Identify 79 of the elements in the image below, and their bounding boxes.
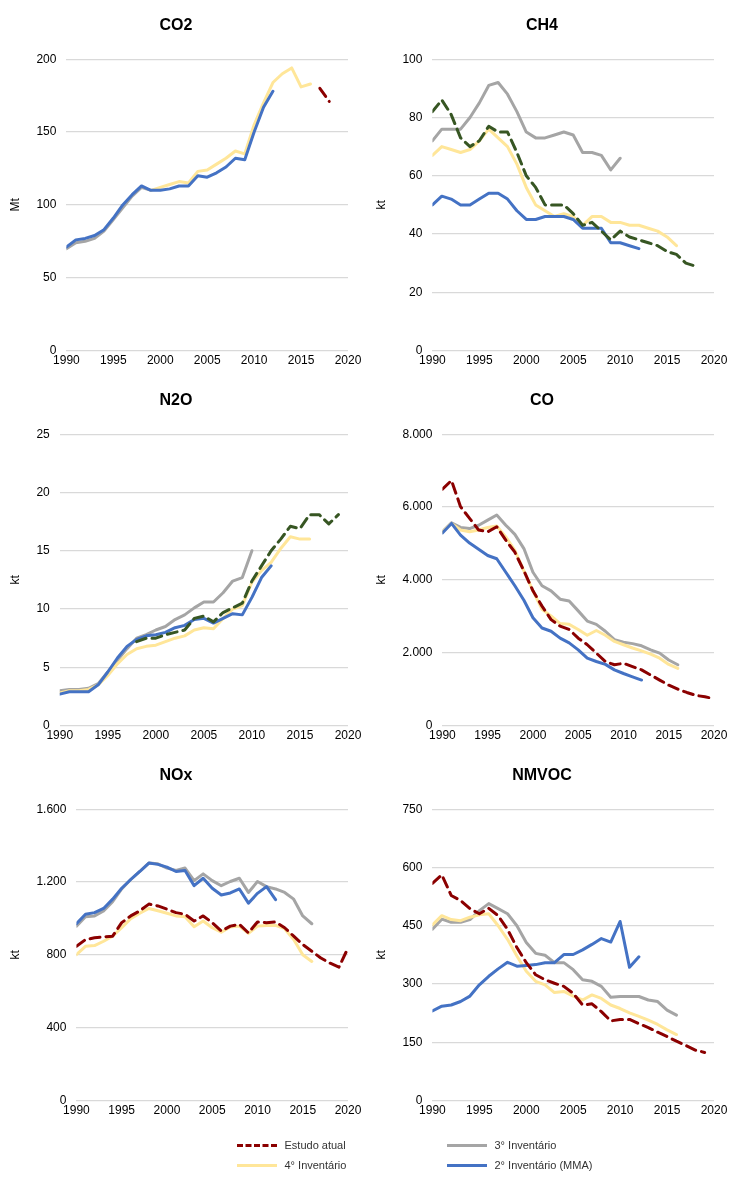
y-tick-label: 20 bbox=[36, 484, 51, 499]
x-tick-label: 2020 bbox=[334, 728, 362, 743]
x-tick-label: 2000 bbox=[153, 1103, 181, 1118]
y-tick-label: 60 bbox=[409, 168, 423, 183]
y-axis-title: kt bbox=[7, 574, 22, 585]
y-tick-label: 5 bbox=[43, 659, 51, 674]
y-tick-label: 400 bbox=[46, 1020, 67, 1035]
x-tick-label: 2005 bbox=[559, 1103, 587, 1118]
x-tick-label: 2000 bbox=[519, 728, 547, 743]
chart-title: NMVOC bbox=[512, 766, 573, 784]
x-tick-label: 2005 bbox=[198, 1103, 226, 1118]
x-tick-label: 2005 bbox=[564, 728, 592, 743]
y-axis-title: kt bbox=[373, 949, 388, 960]
chart-title: N2O bbox=[159, 391, 193, 409]
y-axis-title: kt bbox=[7, 949, 22, 960]
y-tick-label: 100 bbox=[402, 51, 423, 66]
x-tick-label: 2010 bbox=[606, 1103, 634, 1118]
x-tick-label: 1995 bbox=[474, 728, 502, 743]
y-tick-label: 200 bbox=[36, 51, 57, 66]
y-tick-label: 15 bbox=[36, 543, 51, 558]
x-tick-label: 1995 bbox=[100, 353, 128, 368]
x-tick-label: 1995 bbox=[94, 728, 122, 743]
x-tick-label: 2010 bbox=[238, 728, 266, 743]
y-tick-label: 100 bbox=[36, 197, 57, 212]
y-tick-label: 1.200 bbox=[36, 874, 67, 889]
x-tick-label: 2005 bbox=[193, 353, 221, 368]
x-tick-label: 2010 bbox=[244, 1103, 272, 1118]
x-tick-label: 2005 bbox=[559, 353, 587, 368]
x-tick-label: 2020 bbox=[700, 353, 728, 368]
x-tick-label: 1995 bbox=[466, 353, 494, 368]
x-tick-label: 2010 bbox=[240, 353, 268, 368]
y-tick-label: 150 bbox=[36, 124, 57, 139]
x-tick-label: 1995 bbox=[108, 1103, 136, 1118]
y-axis-title: Mt bbox=[7, 197, 22, 212]
x-tick-label: 2000 bbox=[142, 728, 170, 743]
legend-label: 4° Inventário bbox=[284, 1159, 347, 1171]
y-tick-label: 2.000 bbox=[402, 645, 433, 660]
y-tick-label: 40 bbox=[409, 226, 423, 241]
x-tick-label: 2000 bbox=[146, 353, 174, 368]
y-tick-label: 800 bbox=[46, 947, 67, 962]
x-tick-label: 1995 bbox=[466, 1103, 494, 1118]
chart-title: CO bbox=[530, 391, 554, 409]
x-tick-label: 2015 bbox=[653, 1103, 681, 1118]
x-tick-label: 2005 bbox=[190, 728, 218, 743]
legend-label: 3° Inventário bbox=[494, 1139, 557, 1151]
y-tick-label: 50 bbox=[43, 270, 57, 285]
y-tick-label: 750 bbox=[402, 801, 423, 816]
y-tick-label: 150 bbox=[402, 1034, 423, 1049]
x-tick-label: 2015 bbox=[655, 728, 683, 743]
chart-title: CO2 bbox=[159, 16, 193, 34]
x-tick-label: 2010 bbox=[610, 728, 638, 743]
y-tick-label: 20 bbox=[409, 284, 423, 299]
x-tick-label: 2015 bbox=[653, 353, 681, 368]
y-tick-label: 450 bbox=[402, 918, 423, 933]
y-axis-title: kt bbox=[373, 574, 388, 585]
x-tick-label: 2020 bbox=[700, 728, 728, 743]
chart-title: CH4 bbox=[525, 16, 559, 34]
x-tick-label: 2020 bbox=[700, 1103, 728, 1118]
x-tick-label: 2020 bbox=[334, 353, 362, 368]
x-tick-label: 2015 bbox=[286, 728, 314, 743]
y-tick-label: 8.000 bbox=[402, 426, 433, 441]
y-axis-title: kt bbox=[373, 199, 388, 210]
y-tick-label: 300 bbox=[402, 976, 423, 991]
y-tick-label: 25 bbox=[36, 426, 51, 441]
y-tick-label: 600 bbox=[402, 859, 423, 874]
x-tick-label: 2015 bbox=[287, 353, 315, 368]
y-tick-label: 80 bbox=[409, 109, 423, 124]
legend-label: 2° Inventário (MMA) bbox=[494, 1159, 593, 1171]
x-tick-label: 2000 bbox=[512, 1103, 540, 1118]
x-tick-label: 2020 bbox=[334, 1103, 362, 1118]
y-tick-label: 1.600 bbox=[36, 801, 67, 816]
y-tick-label: 6.000 bbox=[402, 499, 433, 514]
chart-title: NOx bbox=[159, 766, 193, 784]
x-tick-label: 2000 bbox=[512, 353, 540, 368]
y-tick-label: 10 bbox=[36, 601, 51, 616]
x-tick-label: 2015 bbox=[289, 1103, 317, 1118]
y-tick-label: 4.000 bbox=[402, 572, 433, 587]
legend-label: Estudo atual bbox=[284, 1139, 346, 1151]
x-tick-label: 2010 bbox=[606, 353, 634, 368]
